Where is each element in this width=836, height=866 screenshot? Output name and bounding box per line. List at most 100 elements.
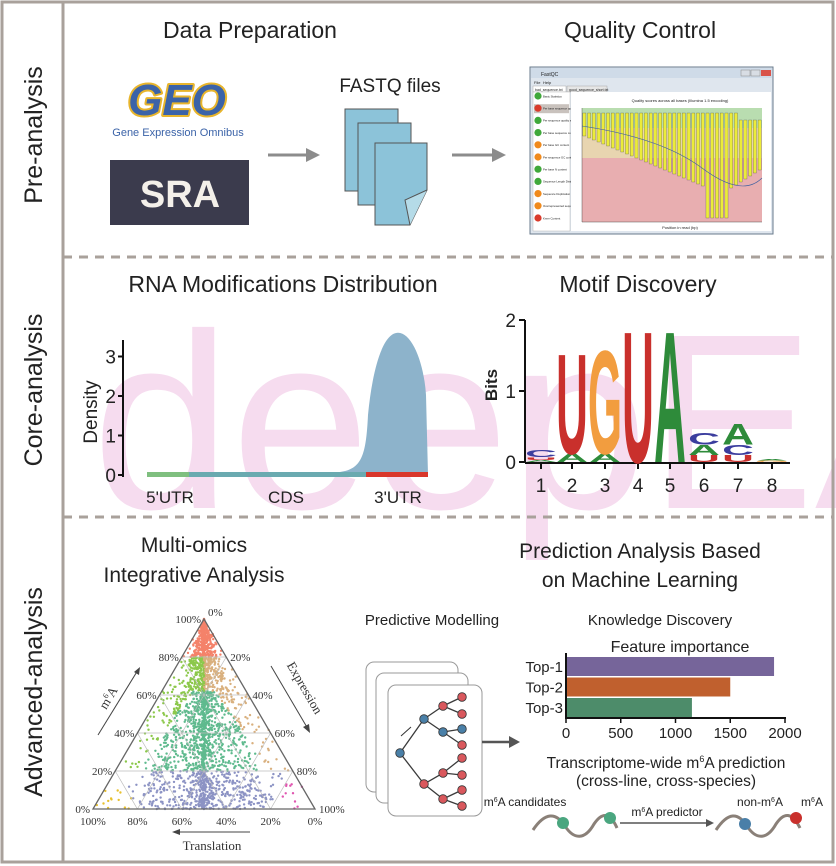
quality-box: [644, 112, 648, 163]
ternary-point: [202, 712, 206, 715]
expression-tick-label: 60%: [275, 728, 295, 740]
m6a-tick-label: 40%: [114, 728, 134, 740]
region-bar-cds: [189, 472, 366, 477]
qc-module-item[interactable]: Per base GC content: [534, 141, 569, 149]
tree-node: [457, 801, 467, 811]
ternary-point: [184, 753, 187, 756]
translation-tick-label: 0%: [308, 816, 323, 828]
ternary-point: [195, 794, 199, 797]
ternary-point: [172, 790, 175, 793]
ternary-point: [187, 711, 190, 714]
ternary-point: [225, 780, 228, 783]
ternary-point: [230, 743, 233, 747]
feature-importance-title: Feature importance: [611, 639, 750, 656]
ternary-point: [199, 708, 202, 711]
ternary-point: [243, 741, 246, 744]
ternary-point: [169, 756, 172, 759]
ternary-point: [210, 772, 213, 775]
ternary-point: [196, 671, 200, 674]
ternary-point: [204, 704, 207, 707]
sra-logo-background: [110, 160, 249, 225]
ternary-point: [208, 699, 211, 703]
ternary-point: [192, 691, 195, 694]
ternary-point: [215, 700, 218, 703]
ternary-point: [172, 798, 175, 801]
ternary-point: [233, 771, 236, 774]
ternary-point: [190, 722, 193, 725]
ternary-point: [203, 626, 206, 629]
ternary-point: [278, 772, 282, 776]
ternary-point: [220, 677, 223, 680]
motif-position-label: 1: [536, 476, 547, 497]
ternary-point: [194, 804, 198, 807]
quality-box: [625, 112, 629, 155]
ternary-point: [192, 667, 196, 670]
ternary-point: [220, 709, 224, 712]
ternary-point: [175, 698, 179, 701]
qc-module-item[interactable]: Per base sequence quality: [534, 104, 577, 114]
maximize-button[interactable]: [750, 69, 761, 77]
ternary-point: [180, 745, 184, 748]
qc-module-item[interactable]: Per sequence quality scores: [534, 116, 579, 124]
ternary-point: [232, 739, 235, 742]
ternary-point: [198, 669, 202, 672]
ternary-point: [178, 795, 181, 799]
status-pass-icon: [534, 165, 542, 173]
ternary-point: [235, 724, 238, 727]
ternary-point: [172, 725, 175, 729]
ternary-point: [213, 663, 216, 666]
motif-letter-U: U: [525, 456, 557, 460]
ternary-point: [202, 645, 205, 649]
ternary-point: [214, 739, 217, 742]
ternary-point: [238, 804, 241, 807]
ternary-point: [201, 654, 204, 657]
ternary-point: [201, 736, 204, 740]
ternary-point: [239, 703, 243, 706]
ternary-point: [201, 706, 204, 709]
minimize-button[interactable]: [740, 69, 751, 77]
geo-logo: GEO Gene Expression Omnibus: [112, 74, 244, 139]
close-button[interactable]: [761, 70, 771, 76]
ternary-point: [194, 766, 197, 769]
ternary-point: [147, 758, 150, 761]
menu-help[interactable]: Help: [543, 80, 552, 85]
ternary-point: [174, 804, 178, 807]
qc-module-item[interactable]: Basic Statistics: [534, 92, 562, 100]
ternary-point: [202, 697, 205, 701]
fastq-files-icon: [344, 108, 428, 226]
ternary-point: [197, 730, 201, 733]
rna-candidates: [531, 812, 619, 838]
ternary-point: [224, 709, 227, 713]
ternary-point: [172, 805, 175, 808]
quality-box: [734, 112, 738, 186]
ternary-point: [199, 713, 202, 716]
qc-module-item[interactable]: Per base sequence content: [534, 129, 577, 137]
ternary-point: [214, 679, 218, 682]
ternary-point: [212, 776, 215, 779]
ternary-point: [217, 727, 220, 731]
qc-module-item[interactable]: Overrepresented sequences: [534, 202, 579, 210]
tree-card-front: [387, 684, 483, 817]
qc-module-item[interactable]: Per sequence GC content: [534, 153, 575, 161]
quality-box: [753, 119, 757, 174]
translation-tick-label: 40%: [216, 816, 236, 828]
ternary-point: [231, 689, 234, 692]
qc-module-item[interactable]: Kmer Content: [534, 214, 560, 222]
qc-module-item[interactable]: Sequence Length Distribution: [534, 177, 580, 185]
ternary-point: [262, 805, 265, 809]
ternary-point: [205, 641, 208, 644]
qc-module-item[interactable]: Per base N content: [534, 165, 567, 173]
ternary-point: [244, 785, 247, 788]
qc-module-item[interactable]: Sequence Duplication Levels: [534, 190, 580, 198]
status-pass-icon: [534, 129, 542, 137]
ternary-point: [208, 793, 211, 796]
ternary-point: [191, 734, 195, 737]
menu-file[interactable]: File: [534, 80, 541, 85]
ternary-point: [236, 760, 239, 764]
ternary-point: [251, 742, 254, 745]
ternary-point: [248, 800, 251, 803]
ternary-point: [219, 688, 222, 691]
density-tick-label: 2: [105, 387, 116, 408]
ternary-point: [195, 660, 198, 664]
